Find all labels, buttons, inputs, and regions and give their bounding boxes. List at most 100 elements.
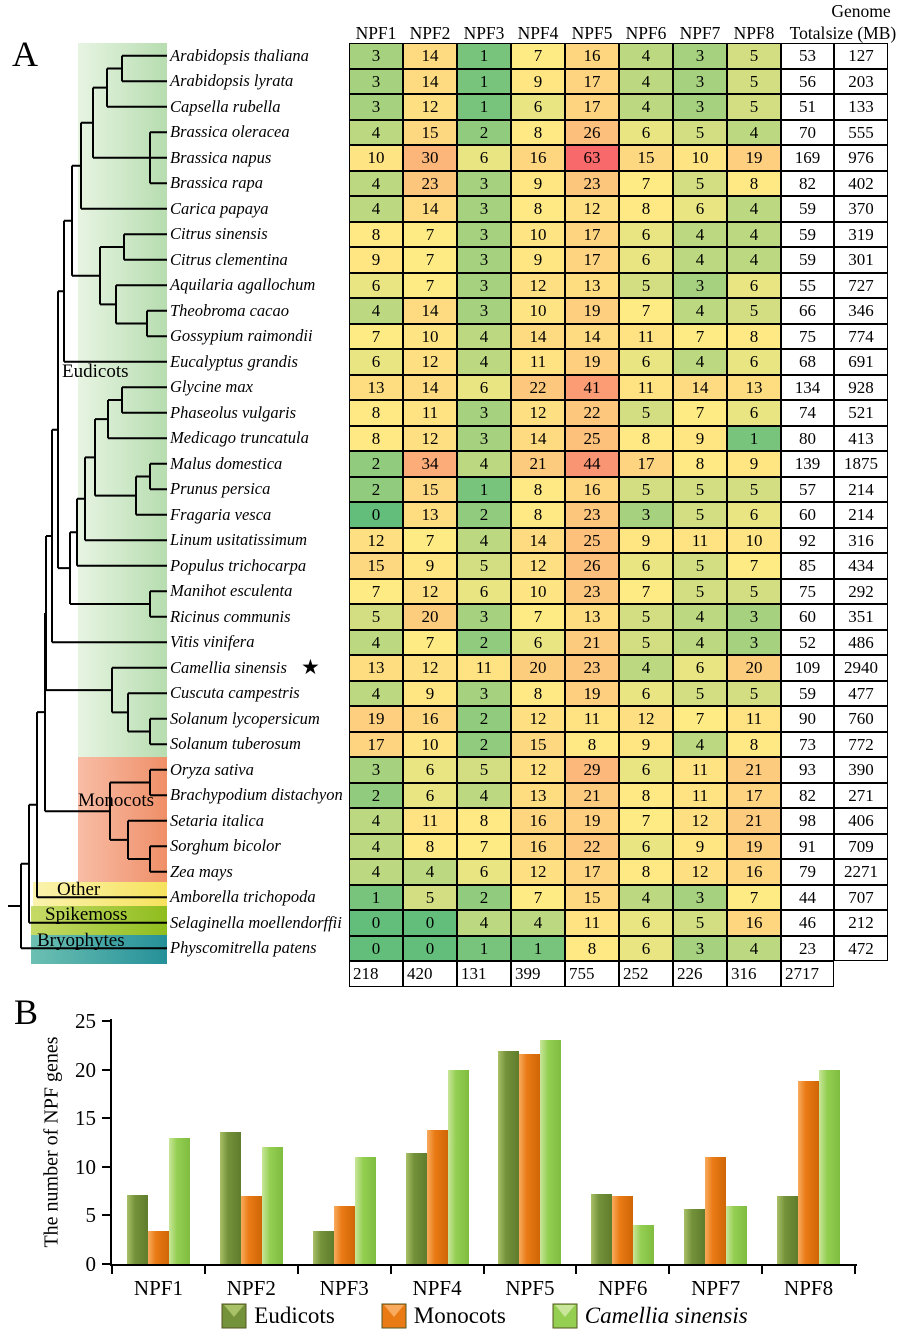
heatmap-cell-value: 5	[457, 757, 511, 783]
heatmap-cell-value: 21	[727, 808, 781, 834]
heatmap-cell-value: 4	[673, 221, 727, 247]
species-name: Arabidopsis thaliana	[170, 45, 309, 65]
heatmap-cell-value: 8	[727, 170, 781, 196]
species-name: Fragaria vesca	[170, 504, 272, 524]
species-name: Malus domestica	[170, 453, 283, 473]
x-axis-tick	[668, 1266, 671, 1274]
row-total-cell: 60	[781, 604, 834, 630]
heatmap-cell-value: 26	[565, 119, 619, 145]
heatmap-cell-value: 17	[565, 221, 619, 247]
heatmap-cell-value: 5	[673, 910, 727, 936]
heatmap-cell-value: 6	[619, 833, 673, 859]
heatmap-cell-value: 8	[565, 935, 619, 961]
heatmap-cell-value: 19	[727, 145, 781, 171]
genome-size-cell: 271	[834, 782, 888, 808]
y-axis-tick	[102, 1165, 110, 1168]
heatmap-cell-value: 6	[619, 553, 673, 579]
heatmap-cell-value: 6	[457, 145, 511, 171]
heatmap-cell-value: 6	[457, 374, 511, 400]
heatmap-cell-value: 3	[457, 680, 511, 706]
genome-size-cell: 214	[834, 502, 888, 528]
heatmap-cell-value: 11	[565, 706, 619, 732]
x-category-label-npf2: NPF2	[226, 1276, 276, 1300]
heatmap-cell-value: 2	[349, 476, 403, 502]
column-total-cell: 420	[403, 961, 457, 987]
genome-size-cell: 212	[834, 910, 888, 936]
heatmap-cell-value: 10	[403, 731, 457, 757]
heatmap-cell-value: 12	[403, 349, 457, 375]
species-name: Brachypodium distachyon	[170, 785, 343, 805]
y-tick-label: 10	[75, 1154, 96, 1179]
row-total-cell: 74	[781, 400, 834, 426]
heatmap-cell-value: 2	[349, 782, 403, 808]
heatmap-cell-value: 5	[727, 43, 781, 69]
heatmap-cell-value: 11	[403, 400, 457, 426]
row-total-cell: 134	[781, 374, 834, 400]
heatmap-cell-value: 7	[511, 604, 565, 630]
row-total-cell: 92	[781, 527, 834, 553]
genome-size-cell: 976	[834, 145, 888, 171]
star-marker: ★	[301, 654, 320, 679]
heatmap-cell-value: 11	[403, 808, 457, 834]
heatmap-cell-value: 8	[349, 425, 403, 451]
heatmap-cell-value: 14	[403, 196, 457, 222]
heatmap-cell-value: 12	[511, 400, 565, 426]
row-total-cell: 56	[781, 68, 834, 94]
row-total-cell: 82	[781, 170, 834, 196]
heatmap-cell-value: 4	[727, 935, 781, 961]
heatmap-cell-value: 8	[349, 400, 403, 426]
y-axis-tick	[102, 1214, 110, 1217]
species-name: Selaginella moellendorffii	[170, 912, 342, 932]
heatmap-cell-value: 4	[619, 94, 673, 120]
legend-item-monocots: Monocots	[381, 1303, 506, 1329]
heatmap-cell-value: 6	[403, 757, 457, 783]
x-axis-tick	[482, 1266, 485, 1274]
heatmap-cell-value: 4	[673, 349, 727, 375]
row-total-cell: 98	[781, 808, 834, 834]
legend-item-camellia-sinensis: Camellia sinensis	[552, 1303, 748, 1329]
heatmap-cell-value: 8	[673, 451, 727, 477]
heatmap-cell-value: 3	[349, 757, 403, 783]
heatmap-cell-value: 4	[403, 859, 457, 885]
heatmap-cell-value: 3	[673, 935, 727, 961]
column-header-npf1: NPF1	[355, 23, 397, 43]
heatmap-cell-value: 6	[619, 680, 673, 706]
heatmap-cell-value: 21	[565, 782, 619, 808]
heatmap-cell-value: 14	[565, 323, 619, 349]
heatmap-cell-value: 15	[403, 119, 457, 145]
heatmap-cell-value: 15	[511, 731, 565, 757]
heatmap-cell-value: 7	[403, 272, 457, 298]
heatmap-cell-value: 11	[727, 706, 781, 732]
heatmap-cell-value: 1	[457, 94, 511, 120]
heatmap-cell-value: 3	[619, 502, 673, 528]
row-total-cell: 44	[781, 884, 834, 910]
bar-eudicots-npf8	[777, 1196, 799, 1264]
heatmap-cell-value: 4	[727, 247, 781, 273]
heatmap-cell-value: 12	[403, 655, 457, 681]
bar-monocots-npf1	[147, 1231, 169, 1264]
y-tick-label: 25	[75, 1009, 96, 1033]
heatmap-cell-value: 34	[403, 451, 457, 477]
heatmap-cell-value: 6	[349, 349, 403, 375]
bar-camellia-sinensis-npf5	[540, 1040, 562, 1264]
genome-size-cell: 928	[834, 374, 888, 400]
heatmap-cell-value: 9	[349, 247, 403, 273]
heatmap-cell-value: 4	[727, 196, 781, 222]
heatmap-cell-value: 8	[619, 196, 673, 222]
heatmap-cell-value: 8	[457, 808, 511, 834]
heatmap-cell-value: 5	[727, 578, 781, 604]
heatmap-cell-value: 17	[565, 859, 619, 885]
heatmap-cell-value: 8	[511, 476, 565, 502]
heatmap-cell-value: 7	[349, 323, 403, 349]
heatmap-cell-value: 9	[511, 170, 565, 196]
heatmap-cell-value: 12	[403, 425, 457, 451]
heatmap-cell-value: 5	[727, 476, 781, 502]
group-box-bryophytes	[31, 935, 167, 964]
heatmap-cell-value: 1	[457, 68, 511, 94]
heatmap-cell-value: 6	[457, 578, 511, 604]
species-name: Citrus clementina	[170, 249, 288, 269]
heatmap-cell-value: 7	[619, 808, 673, 834]
x-category-label-npf3: NPF3	[319, 1276, 369, 1300]
heatmap-cell-value: 5	[673, 476, 727, 502]
genome-size-cell: 1875	[834, 451, 888, 477]
